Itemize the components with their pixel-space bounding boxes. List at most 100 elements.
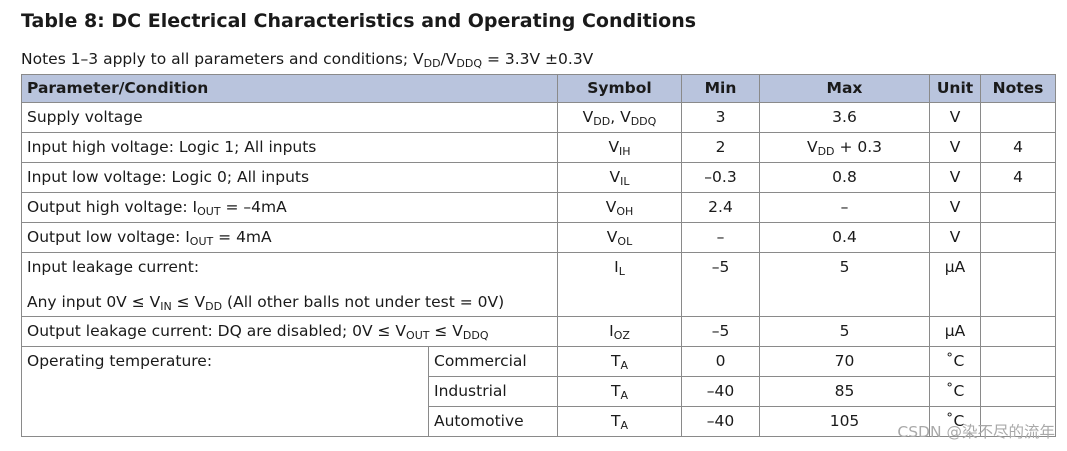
row: Input low voltage: Logic 0; All inputs VI… — [21, 162, 1056, 193]
symbol-cell: VOL — [557, 222, 682, 253]
table: Parameter/Condition Symbol Min Max Unit Notes… — [21, 74, 1056, 437]
min-cell: –5 — [681, 252, 760, 317]
notes-cell — [980, 102, 1056, 133]
text-run: µA — [944, 322, 966, 340]
text-run: + 0.3 — [834, 138, 883, 156]
condition: Any input 0V ≤ VIN ≤ VDD (All other ball… — [27, 291, 552, 313]
subscript: OUT — [189, 235, 214, 248]
min-cell: 3 — [681, 102, 760, 133]
text-run: µA — [944, 258, 966, 276]
parameter: Output leakage current: DQ are disabled;… — [27, 320, 552, 342]
symbol-cell: IOZ — [557, 316, 682, 347]
subscript: DD — [205, 300, 223, 313]
row: Input leakage current: Any input 0V ≤ VIN… — [21, 252, 1056, 317]
text-run: ˚C — [945, 382, 965, 400]
min-cell: –0.3 — [681, 162, 760, 193]
subscript: OUT — [197, 205, 221, 218]
grade-cell: Automotive — [428, 406, 558, 437]
text-run: Output low voltage: I — [27, 228, 190, 246]
notes-cell — [980, 316, 1056, 347]
min-cell: 0 — [681, 346, 760, 377]
max-cell: 105 — [759, 406, 930, 437]
min-cell: 2 — [681, 132, 760, 163]
text-run: Industrial — [434, 382, 507, 400]
text-run: Notes 1–3 apply to all parameters and co… — [21, 50, 424, 68]
text-run: T — [611, 412, 621, 430]
text-run: ≤ V — [429, 322, 463, 340]
unit-cell: V — [929, 132, 981, 163]
text-run: Output high voltage: I — [27, 198, 198, 216]
text-run: Input high voltage: Logic 1; All inputs — [27, 138, 317, 156]
text-run: Operating temperature: — [27, 352, 213, 370]
min-cell: –40 — [681, 406, 760, 437]
text-run: Input low voltage: Logic 0; All inputs — [27, 168, 310, 186]
text-run: Supply voltage — [27, 108, 143, 126]
parameter-cell: Input leakage current: Any input 0V ≤ VIN… — [21, 252, 558, 317]
text-run: – — [840, 198, 849, 216]
subscript: A — [620, 419, 628, 432]
text-run: –0.3 — [704, 168, 737, 186]
row: Output leakage current: DQ are disabled;… — [21, 316, 1056, 347]
text-run: 4 — [1013, 138, 1023, 156]
header-row: Parameter/Condition Symbol Min Max Unit Notes — [21, 74, 1056, 103]
subscript: DDQ — [630, 115, 657, 128]
header-cell: Notes — [980, 74, 1056, 103]
notes-cell: 4 — [980, 132, 1056, 163]
max-cell: 3.6 — [759, 102, 930, 133]
table-note: Notes 1–3 apply to all parameters and co… — [21, 50, 594, 69]
notes-cell — [980, 346, 1056, 377]
max-cell: 5 — [759, 252, 930, 317]
row: Industrial TA –40 85 ˚C — [22, 376, 1056, 407]
symbol-cell: VIL — [557, 162, 682, 193]
subscript: OZ — [613, 329, 630, 342]
parameter-cell: Input high voltage: Logic 1; All inputs — [21, 132, 558, 163]
symbol-cell: VDD, VDDQ — [557, 102, 682, 133]
text-run: V — [949, 168, 961, 186]
text-run: V — [605, 198, 617, 216]
text-run: –40 — [706, 412, 735, 430]
parameter-cell: Supply voltage — [21, 102, 558, 133]
max-cell: 5 — [759, 316, 930, 347]
parameter: Input low voltage: Logic 0; All inputs — [27, 166, 552, 188]
row: Input high voltage: Logic 1; All inputs V… — [21, 132, 1056, 163]
unit-cell: V — [929, 192, 981, 223]
header-cell: Symbol — [557, 74, 682, 103]
text-run: 4 — [1013, 168, 1023, 186]
text-run: Any input 0V ≤ V — [27, 293, 161, 311]
parameter: Supply voltage — [27, 106, 552, 128]
text-run: 85 — [834, 382, 855, 400]
text-run: ˚C — [945, 412, 965, 430]
text-run: 0.4 — [832, 228, 857, 246]
text-run: 3.6 — [832, 108, 857, 126]
text-run: , V — [610, 108, 631, 126]
text-run: V — [608, 138, 620, 156]
unit-cell: ˚C — [929, 346, 981, 377]
parameter: Output high voltage: IOUT = –4mA — [27, 196, 552, 218]
unit-cell: V — [929, 222, 981, 253]
parameter-cell: Input low voltage: Logic 0; All inputs — [21, 162, 558, 193]
subscript: A — [620, 389, 628, 402]
row: Automotive TA –40 105 ˚C — [22, 406, 1056, 437]
text-run: 70 — [834, 352, 855, 370]
subscript: OUT — [406, 329, 430, 342]
text-run: T — [611, 352, 621, 370]
row: Output low voltage: IOUT = 4mA VOL – 0.4 V — [21, 222, 1056, 253]
text-run: 5 — [839, 258, 850, 276]
text-run: I — [609, 322, 614, 340]
text-run: Automotive — [434, 412, 524, 430]
text-run: = 3.3V ±0.3V — [482, 50, 594, 68]
min-cell: 2.4 — [681, 192, 760, 223]
text-run: 2 — [715, 138, 726, 156]
unit-cell: V — [929, 102, 981, 133]
text-run: V — [609, 168, 621, 186]
subscript: IH — [619, 145, 631, 158]
subscript: IL — [620, 175, 630, 188]
max-cell: – — [759, 192, 930, 223]
max-cell: VDD + 0.3 — [759, 132, 930, 163]
text-run: V — [949, 198, 961, 216]
parameter-cell: Output low voltage: IOUT = 4mA — [21, 222, 558, 253]
min-cell: – — [681, 222, 760, 253]
parameter-cell: Output high voltage: IOUT = –4mA — [21, 192, 558, 223]
notes-cell — [980, 376, 1056, 407]
notes-cell: 4 — [980, 162, 1056, 193]
